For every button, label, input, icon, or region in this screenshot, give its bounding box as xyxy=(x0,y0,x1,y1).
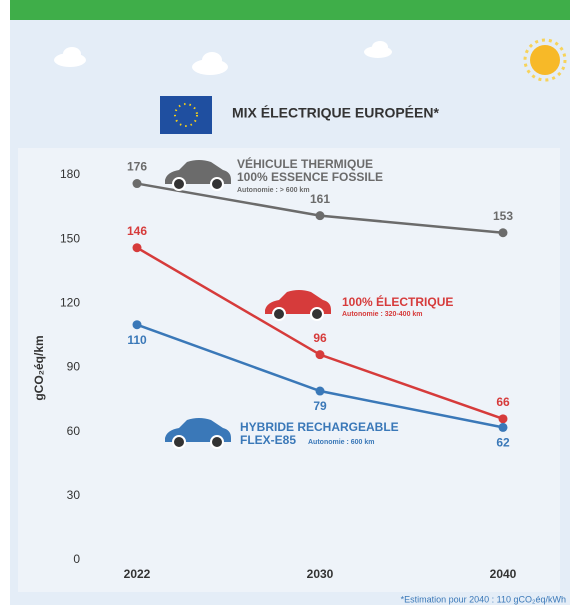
data-point xyxy=(499,423,508,432)
x-tick-label: 2030 xyxy=(307,567,334,581)
y-axis-label: gCO₂éq/km xyxy=(32,335,46,400)
y-tick-label: 90 xyxy=(67,360,81,374)
series-name: HYBRIDE RECHARGEABLE xyxy=(240,420,399,434)
data-label: 110 xyxy=(127,333,147,347)
series-name: VÉHICULE THERMIQUE xyxy=(237,156,373,171)
sun xyxy=(530,45,560,75)
data-point xyxy=(316,211,325,220)
series-subname: FLEX-E85 xyxy=(240,433,296,447)
data-point xyxy=(499,228,508,237)
data-point xyxy=(316,387,325,396)
data-label: 66 xyxy=(496,395,510,409)
car-wheel xyxy=(211,178,223,190)
data-point xyxy=(133,243,142,252)
data-label: 79 xyxy=(313,399,327,413)
series-autonomy: Autonomie : 600 km xyxy=(308,439,375,446)
data-point xyxy=(499,414,508,423)
car-wheel xyxy=(311,308,323,320)
series-name: 100% ÉLECTRIQUE xyxy=(342,294,453,309)
chart-title: MIX ÉLECTRIQUE EUROPÉEN* xyxy=(232,105,439,121)
data-label: 62 xyxy=(496,436,510,450)
page: MIX ÉLECTRIQUE EUROPÉEN* gCO₂éq/km *Esti… xyxy=(0,0,579,607)
y-tick-label: 180 xyxy=(60,167,80,181)
x-tick-label: 2040 xyxy=(490,567,517,581)
y-tick-label: 150 xyxy=(60,231,80,245)
y-tick-label: 60 xyxy=(67,424,81,438)
car-wheel xyxy=(173,178,185,190)
data-label: 176 xyxy=(127,160,147,174)
car-wheel xyxy=(173,436,185,448)
data-label: 146 xyxy=(127,224,147,238)
plot-panel xyxy=(18,148,560,592)
eu-flag xyxy=(160,96,212,134)
chart: MIX ÉLECTRIQUE EUROPÉEN* gCO₂éq/km *Esti… xyxy=(0,0,579,607)
footnote: *Estimation pour 2040 : 110 gCO₂éq/kWh xyxy=(401,594,566,604)
data-point xyxy=(316,350,325,359)
x-tick-label: 2022 xyxy=(124,567,151,581)
data-label: 161 xyxy=(310,192,330,206)
y-tick-label: 0 xyxy=(73,552,80,566)
data-label: 96 xyxy=(313,331,327,345)
series-autonomy: Autonomie : > 600 km xyxy=(237,187,310,194)
data-point xyxy=(133,179,142,188)
series-subname: 100% ESSENCE FOSSILE xyxy=(237,170,383,184)
data-point xyxy=(133,320,142,329)
y-tick-label: 30 xyxy=(67,488,81,502)
data-label: 153 xyxy=(493,209,513,223)
y-tick-label: 120 xyxy=(60,296,80,310)
series-autonomy: Autonomie : 320-400 km xyxy=(342,311,423,318)
car-wheel xyxy=(211,436,223,448)
car-wheel xyxy=(273,308,285,320)
top-bar xyxy=(10,0,570,20)
